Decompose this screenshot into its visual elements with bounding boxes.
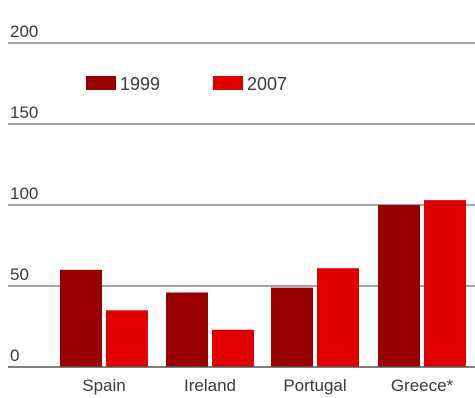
category-labels: Spain Ireland Portugal Greece* [82, 376, 453, 395]
bar-1999-spain [60, 269, 102, 367]
legend: 1999 2007 [86, 74, 287, 94]
category-label: Ireland [184, 376, 236, 395]
y-tick-label: 150 [10, 103, 38, 122]
legend-swatch-2007 [213, 76, 243, 90]
bar-2007-spain [106, 310, 148, 367]
bar-1999-portugal [271, 287, 313, 367]
bar-1999-ireland [166, 292, 208, 367]
category-label: Greece* [391, 376, 454, 395]
category-label: Spain [82, 376, 125, 395]
bar-2007-greece [424, 200, 466, 367]
legend-label-2007: 2007 [247, 74, 287, 94]
bar-2007-portugal [317, 268, 359, 367]
bar-2007-ireland [212, 329, 254, 367]
y-tick-label: 100 [10, 184, 38, 203]
bars [60, 200, 466, 367]
y-tick-label: 0 [10, 346, 19, 365]
y-tick-label: 200 [10, 22, 38, 41]
y-tick-label: 50 [10, 265, 29, 284]
bar-1999-greece [378, 205, 420, 367]
y-tick-labels: 0 50 100 150 200 [10, 22, 38, 365]
legend-label-1999: 1999 [120, 74, 160, 94]
legend-swatch-1999 [86, 76, 116, 90]
category-label: Portugal [283, 376, 346, 395]
